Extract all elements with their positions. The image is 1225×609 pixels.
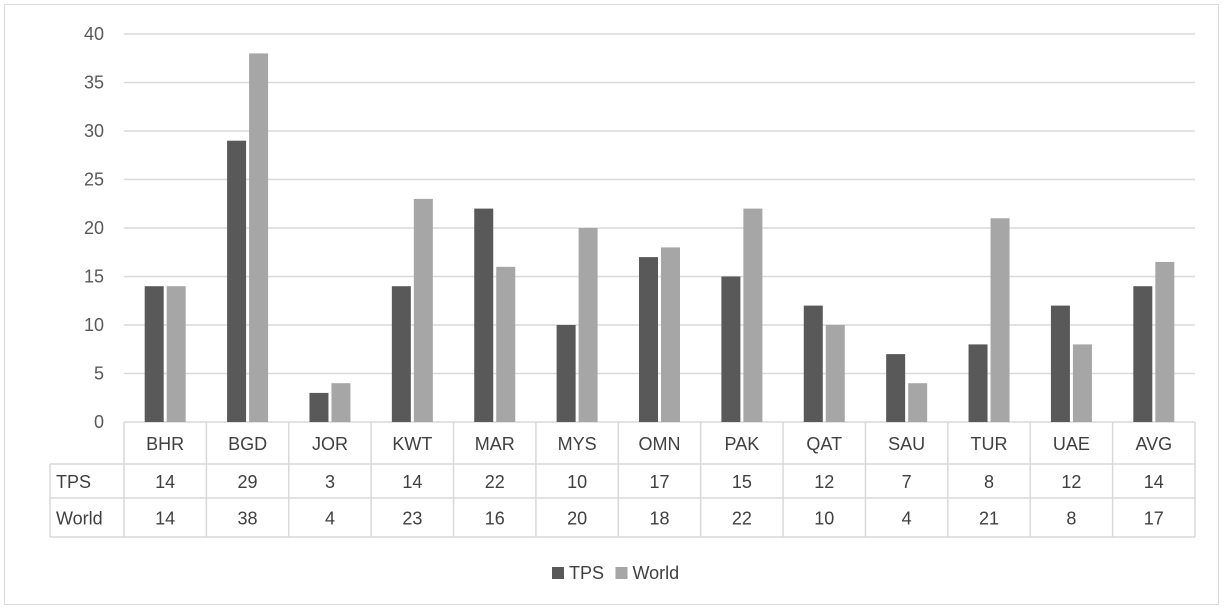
legend-label: TPS	[569, 563, 604, 583]
x-tick-label: BHR	[146, 434, 184, 454]
table-cell: 21	[979, 509, 999, 529]
bar-world	[908, 383, 928, 422]
x-tick-label: JOR	[312, 434, 348, 454]
x-tick-label: MYS	[558, 434, 597, 454]
bar-world	[578, 228, 598, 422]
legend-swatch-tps	[552, 567, 564, 579]
bar-tps	[968, 344, 988, 422]
bar-world	[249, 53, 269, 423]
x-tick-label: MAR	[475, 434, 515, 454]
bar-world	[1155, 261, 1175, 422]
bar-tps	[1133, 286, 1153, 422]
bar-world	[743, 208, 763, 422]
y-tick-label: 0	[94, 412, 104, 432]
y-tick-label: 35	[84, 73, 104, 93]
table-cell: 38	[238, 509, 258, 529]
bar-tps	[803, 305, 823, 422]
y-tick-label: 5	[94, 364, 104, 384]
table-cell: 29	[238, 472, 258, 492]
x-tick-label: UAE	[1053, 434, 1090, 454]
x-tick-label: KWT	[392, 434, 432, 454]
y-tick-label: 40	[84, 24, 104, 44]
table-cell: 14	[155, 509, 175, 529]
bar-world	[331, 383, 351, 422]
x-tick-label: BGD	[228, 434, 267, 454]
bar-tps	[391, 286, 411, 422]
table-cell: 20	[567, 509, 587, 529]
table-cell: 23	[402, 509, 422, 529]
bar-world	[825, 325, 845, 422]
bar-tps	[721, 276, 741, 422]
bar-tps	[227, 140, 247, 422]
table-cell: 3	[325, 472, 335, 492]
bar-world	[413, 198, 433, 422]
table-cell: 22	[732, 509, 752, 529]
table-cell: 12	[814, 472, 834, 492]
y-tick-label: 30	[84, 121, 104, 141]
table-cell: 7	[902, 472, 912, 492]
table-cell: 10	[567, 472, 587, 492]
y-tick-label: 25	[84, 170, 104, 190]
bar-tps	[556, 325, 576, 422]
table-cell: 22	[485, 472, 505, 492]
bar-world	[661, 247, 680, 422]
table-cell: 17	[649, 472, 669, 492]
bar-tps	[886, 354, 906, 422]
x-tick-label: TUR	[971, 434, 1008, 454]
table-cell: 14	[155, 472, 175, 492]
table-cell: 10	[814, 509, 834, 529]
x-tick-label: OMN	[639, 434, 681, 454]
legend-swatch-world	[615, 567, 628, 579]
bar-tps	[1050, 305, 1070, 422]
table-cell: 8	[984, 472, 994, 492]
table-row-label: TPS	[56, 472, 91, 492]
x-tick-label: QAT	[806, 434, 842, 454]
y-tick-label: 10	[84, 315, 104, 335]
bar-tps	[144, 286, 164, 422]
bar-tps	[639, 257, 658, 422]
y-tick-label: 20	[84, 218, 104, 238]
table-cell: 15	[732, 472, 752, 492]
table-cell: 4	[902, 509, 912, 529]
bar-world	[990, 218, 1010, 422]
x-tick-label: AVG	[1135, 434, 1172, 454]
table-cell: 12	[1061, 472, 1081, 492]
x-tick-label: PAK	[725, 434, 760, 454]
x-tick-label: SAU	[888, 434, 925, 454]
table-cell: 14	[1144, 472, 1164, 492]
bar-tps	[309, 392, 329, 422]
table-cell: 4	[325, 509, 335, 529]
table-cell: 8	[1066, 509, 1076, 529]
bar-tps	[474, 208, 494, 422]
table-cell: 18	[649, 509, 669, 529]
table-cell: 16	[485, 509, 505, 529]
bar-world	[1072, 344, 1092, 422]
table-cell: 17	[1144, 509, 1164, 529]
legend-label: World	[633, 563, 680, 583]
bar-world	[166, 286, 186, 422]
table-cell: 14	[402, 472, 422, 492]
bar-world	[496, 266, 516, 422]
table-row-label: World	[56, 509, 103, 529]
y-tick-label: 15	[84, 267, 104, 287]
